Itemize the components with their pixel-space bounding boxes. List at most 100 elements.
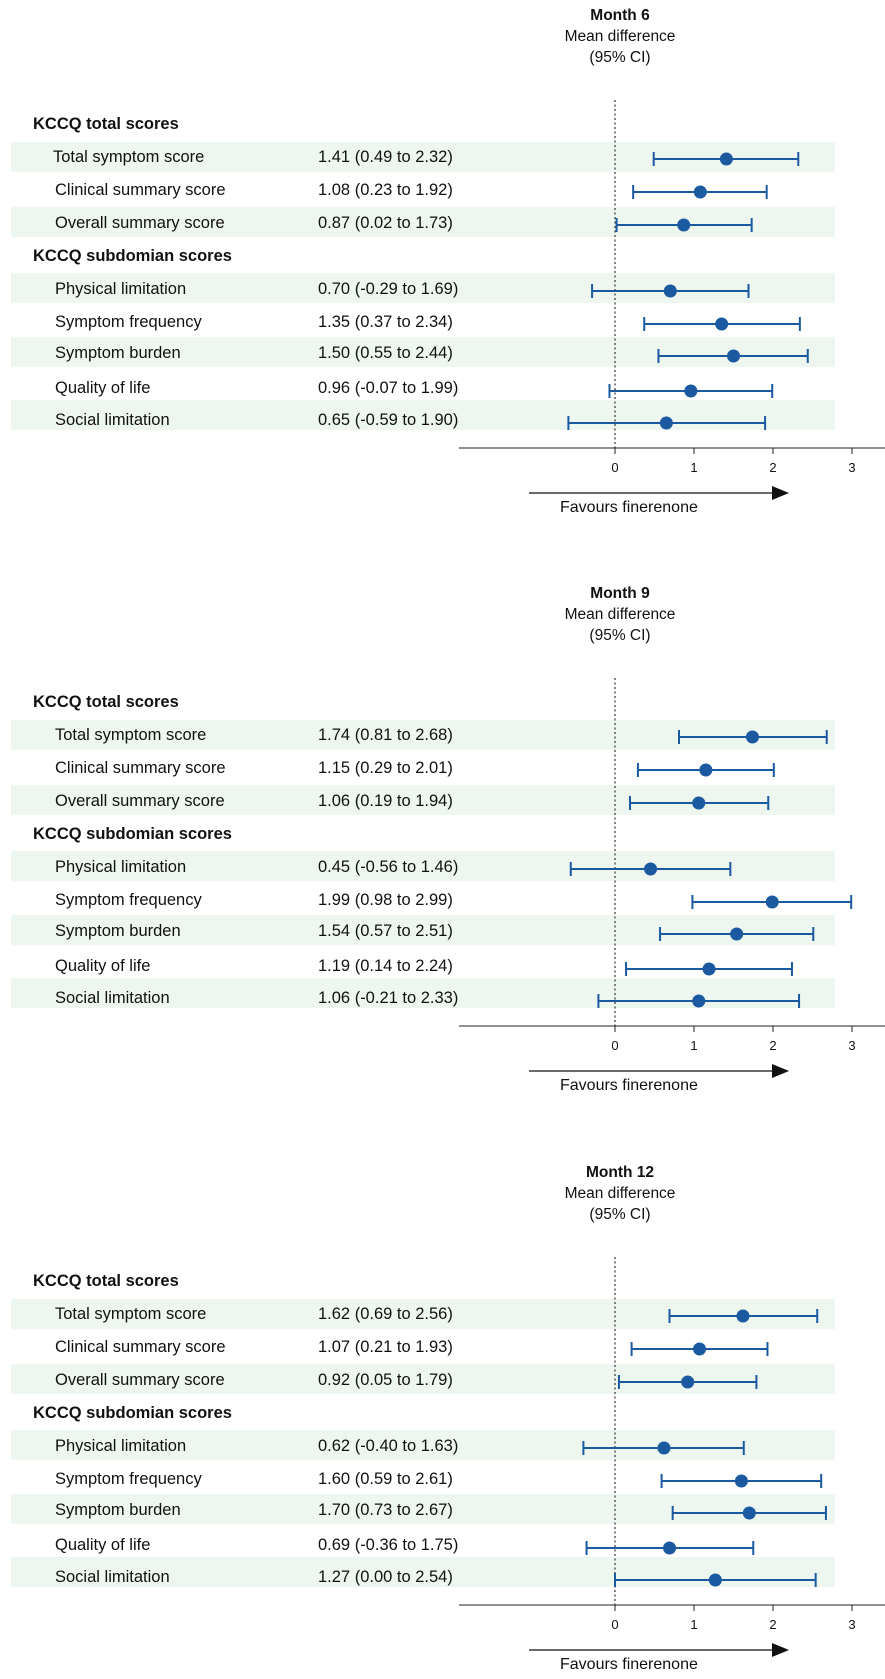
point-estimate — [715, 317, 729, 331]
point-estimate — [765, 895, 779, 909]
panel-header: Month 9 Mean difference (95% CI) — [530, 583, 710, 646]
row-label: Overall summary score — [55, 214, 225, 232]
x-tick-label: 2 — [769, 1617, 776, 1632]
forest-panel: Month 6 Mean difference (95% CI) KCCQ to… — [0, 0, 885, 520]
x-tick-label: 2 — [769, 1038, 776, 1053]
row-label: Quality of life — [55, 957, 151, 975]
row-label: Symptom burden — [55, 344, 181, 362]
x-tick-label: 1 — [690, 460, 697, 475]
point-estimate — [730, 927, 744, 941]
row-band — [11, 1430, 835, 1460]
favours-arrow-head — [772, 1064, 789, 1078]
point-estimate — [734, 1474, 748, 1488]
point-estimate — [677, 218, 691, 232]
point-estimate — [663, 1541, 677, 1555]
x-tick-label: 3 — [848, 460, 855, 475]
section-heading: KCCQ total scores — [33, 693, 179, 711]
row-value: 0.45 (-0.56 to 1.46) — [318, 858, 459, 876]
panel-subtitle-line-2: (95% CI) — [589, 627, 651, 644]
point-estimate — [702, 962, 716, 976]
row-label: Symptom burden — [55, 922, 181, 940]
row-label: Total symptom score — [55, 1305, 207, 1323]
row-value: 1.08 (0.23 to 1.92) — [318, 181, 453, 199]
row-value: 0.70 (-0.29 to 1.69) — [318, 280, 459, 298]
row-label: Clinical summary score — [55, 759, 226, 777]
row-value: 1.15 (0.29 to 2.01) — [318, 759, 453, 777]
point-estimate — [742, 1506, 756, 1520]
point-estimate — [659, 416, 673, 430]
point-estimate — [692, 796, 706, 810]
panel-title: Month 6 — [590, 7, 650, 24]
panel-subtitle-line-1: Mean difference — [564, 1185, 676, 1202]
x-tick-label: 3 — [848, 1617, 855, 1632]
row-label: Physical limitation — [55, 858, 187, 876]
row-band — [11, 337, 835, 367]
favours-arrow-head — [772, 1643, 789, 1657]
row-value: 1.50 (0.55 to 2.44) — [318, 344, 453, 362]
point-estimate — [699, 763, 713, 777]
panel-header: Month 12 Mean difference (95% CI) — [530, 1162, 710, 1225]
row-value: 0.92 (0.05 to 1.79) — [318, 1371, 453, 1389]
section-heading: KCCQ total scores — [33, 115, 179, 133]
row-label: Total symptom score — [53, 148, 205, 166]
row-value: 1.99 (0.98 to 2.99) — [318, 891, 453, 909]
section-heading: KCCQ total scores — [33, 1272, 179, 1290]
row-label: Social limitation — [55, 989, 170, 1007]
row-label: Symptom frequency — [55, 313, 202, 331]
forest-plot: 0 1 2 3 — [459, 100, 885, 500]
row-value: 0.62 (-0.40 to 1.63) — [318, 1437, 459, 1455]
row-value: 1.06 (-0.21 to 2.33) — [318, 989, 459, 1007]
panel-subtitle-line-1: Mean difference — [564, 606, 676, 623]
point-estimate — [657, 1441, 671, 1455]
point-estimate — [692, 994, 706, 1008]
row-band — [11, 915, 835, 945]
point-estimate — [644, 862, 658, 876]
favours-arrow-head — [772, 486, 789, 500]
section-heading: KCCQ subdomian scores — [33, 247, 232, 265]
row-band — [11, 207, 835, 237]
x-tick-label: 0 — [611, 1617, 618, 1632]
point-estimate — [681, 1375, 695, 1389]
row-value: 1.19 (0.14 to 2.24) — [318, 957, 453, 975]
panel-subtitle-line-2: (95% CI) — [589, 1206, 651, 1223]
point-estimate — [745, 730, 759, 744]
row-value: 1.27 (0.00 to 2.54) — [318, 1568, 453, 1586]
x-tick-label: 1 — [690, 1617, 697, 1632]
panel-title: Month 12 — [585, 1164, 655, 1181]
favours-label: Favours finerenone — [560, 1656, 698, 1673]
row-band — [11, 720, 835, 750]
row-value: 1.70 (0.73 to 2.67) — [318, 1501, 453, 1519]
x-tick-label: 2 — [769, 460, 776, 475]
row-value: 0.96 (-0.07 to 1.99) — [318, 379, 459, 397]
section-heading: KCCQ subdomian scores — [33, 825, 232, 843]
point-estimate — [727, 349, 740, 363]
row-label: Physical limitation — [55, 1437, 187, 1455]
row-label: Social limitation — [55, 411, 170, 429]
row-label: Overall summary score — [55, 1371, 225, 1389]
row-label: Social limitation — [55, 1568, 170, 1586]
row-label: Total symptom score — [55, 726, 207, 744]
favours-label: Favours finerenone — [560, 499, 698, 516]
panel-subtitle-line-1: Mean difference — [564, 28, 676, 45]
x-tick-label: 0 — [611, 1038, 618, 1053]
row-label: Clinical summary score — [55, 181, 226, 199]
section-heading: KCCQ subdomian scores — [33, 1404, 232, 1422]
row-value: 0.69 (-0.36 to 1.75) — [318, 1536, 459, 1554]
point-estimate — [663, 284, 677, 298]
row-band — [11, 1557, 835, 1587]
panel-subtitle-line-2: (95% CI) — [589, 49, 651, 66]
row-band — [11, 400, 835, 430]
row-band — [11, 1364, 835, 1394]
forest-panel: Month 12 Mean difference (95% CI) KCCQ t… — [0, 1157, 885, 1677]
row-band — [11, 142, 835, 172]
row-value: 1.35 (0.37 to 2.34) — [318, 313, 453, 331]
forest-panel: Month 9 Mean difference (95% CI) KCCQ to… — [0, 578, 885, 1098]
row-band — [11, 273, 835, 303]
row-value: 0.87 (0.02 to 1.73) — [318, 214, 453, 232]
point-estimate — [708, 1573, 722, 1587]
x-tick-label: 0 — [611, 460, 618, 475]
row-band — [11, 1299, 835, 1329]
row-label: Symptom frequency — [55, 891, 202, 909]
favours-label: Favours finerenone — [560, 1077, 698, 1094]
row-value: 1.74 (0.81 to 2.68) — [318, 726, 453, 744]
